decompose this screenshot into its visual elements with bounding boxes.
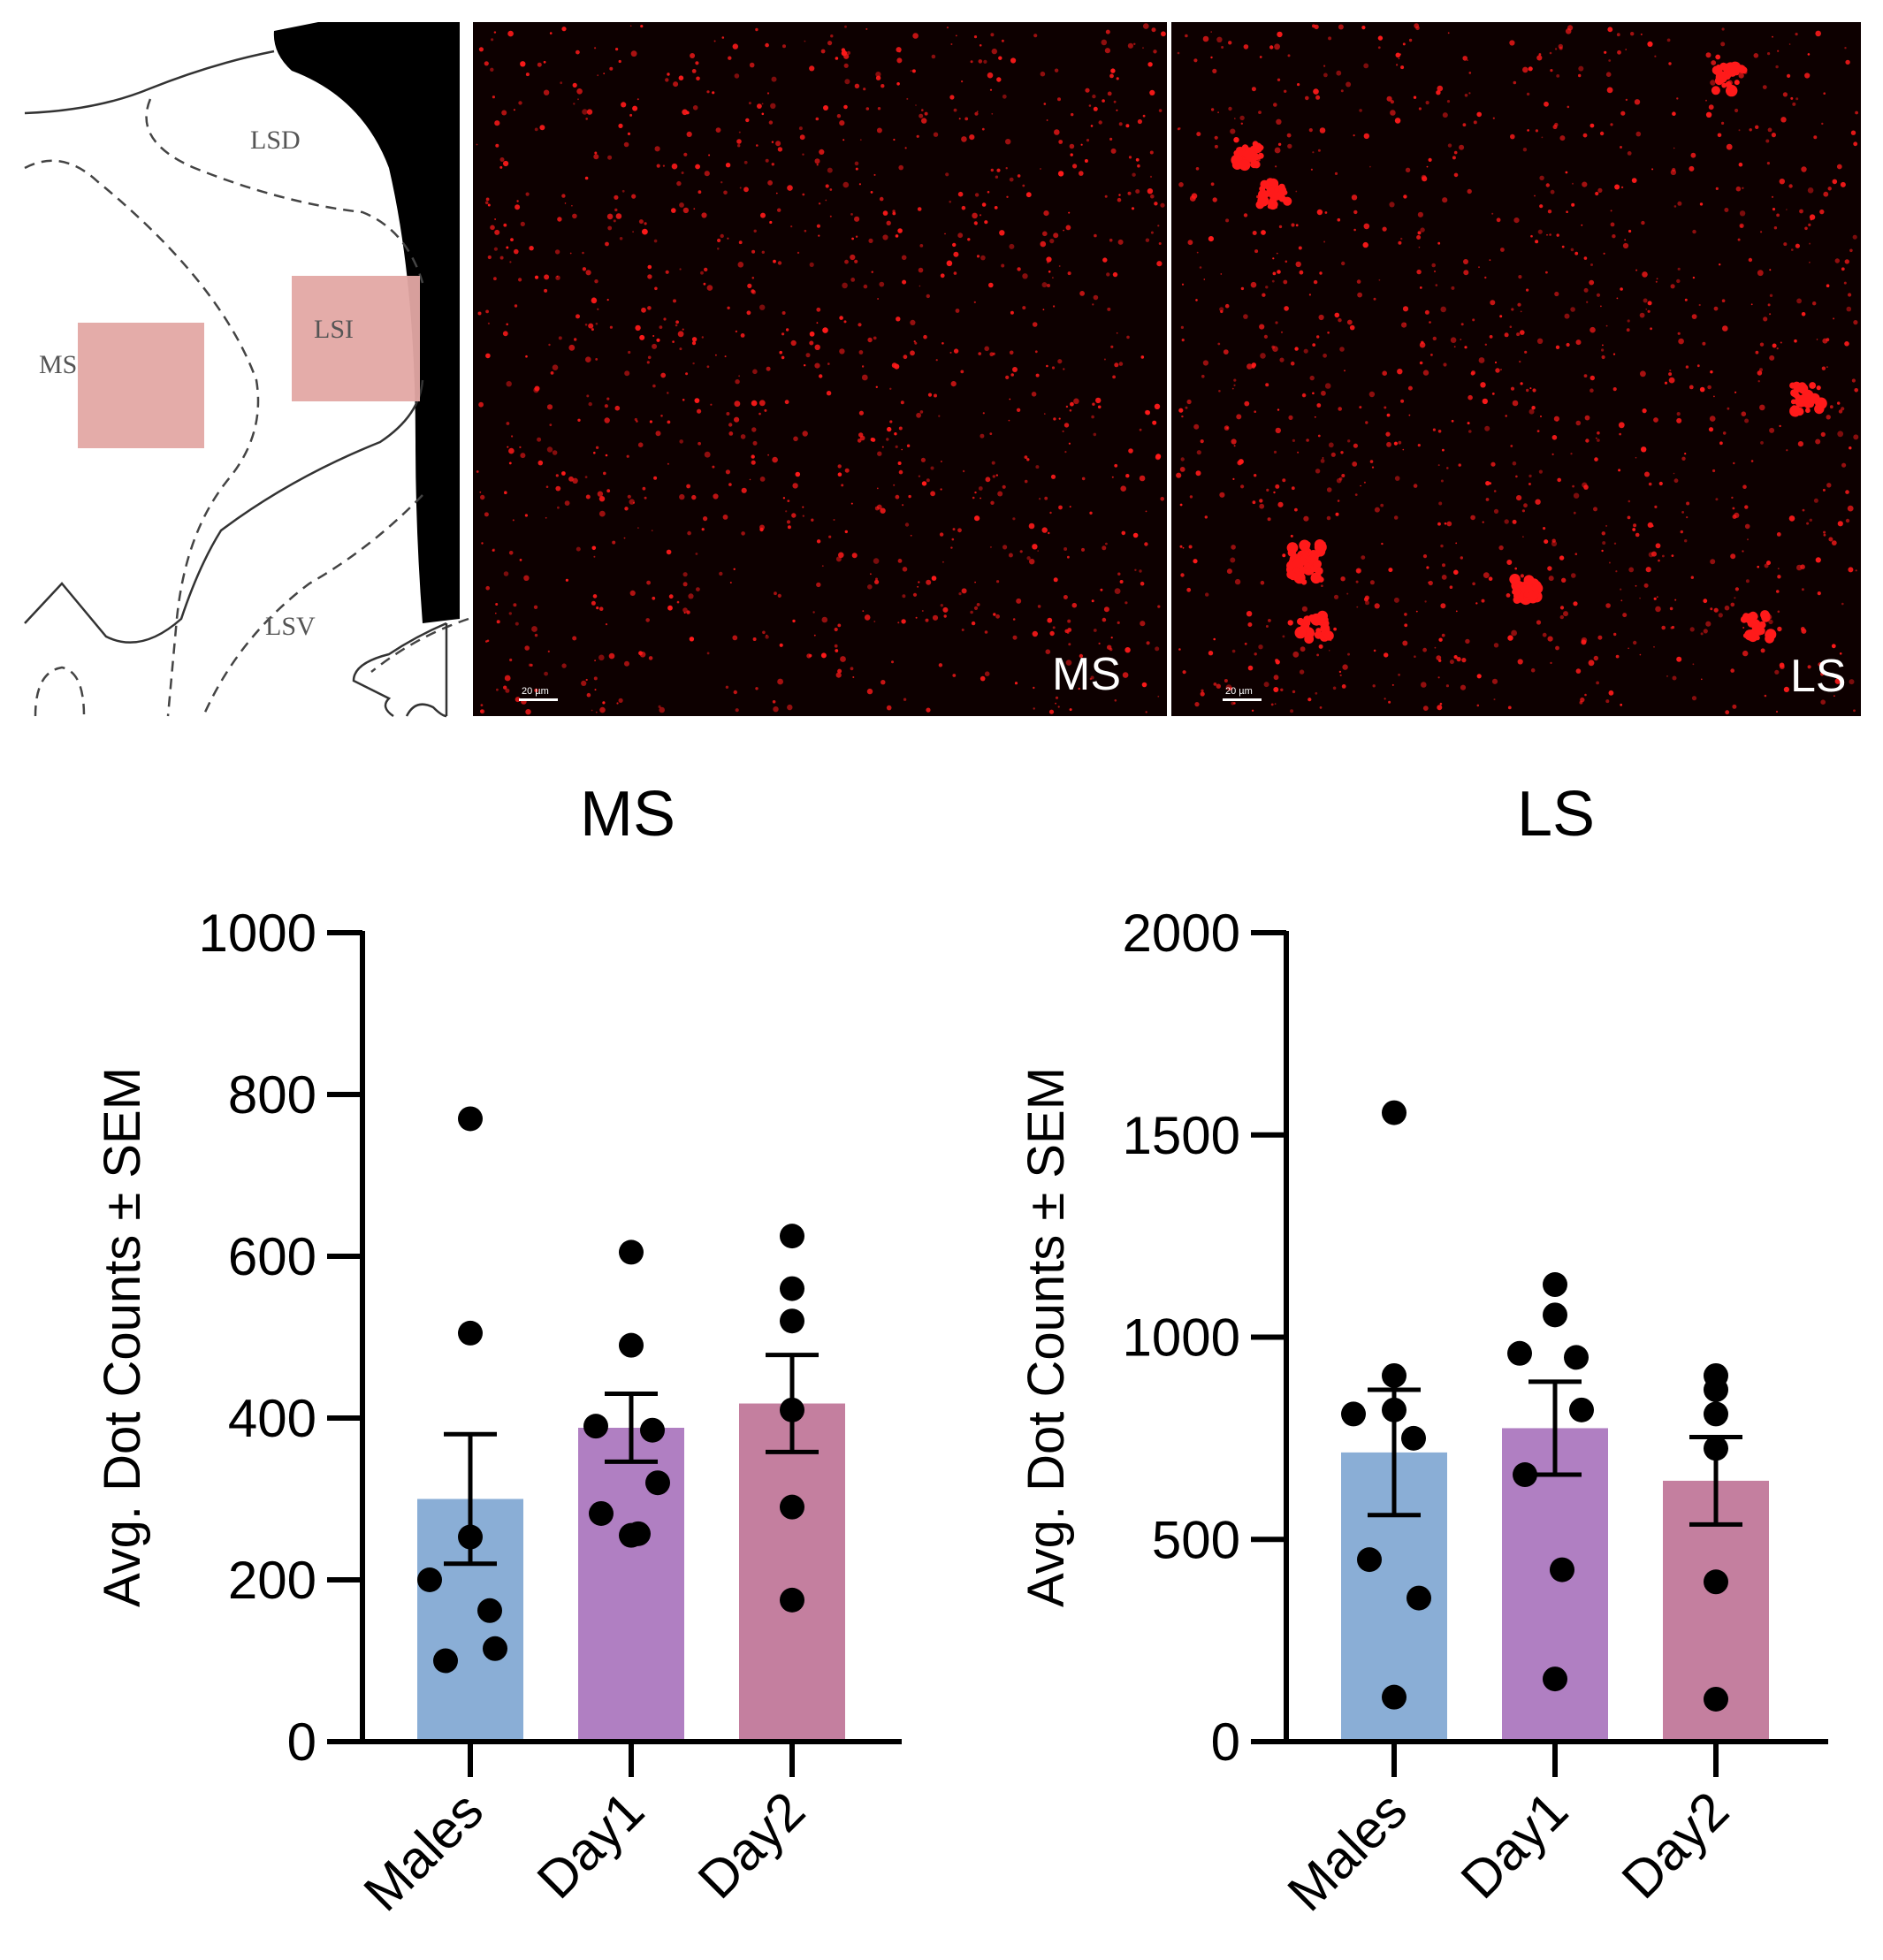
y-axis-label: Avg. Dot Counts ± SEM [1018,1067,1075,1607]
data-point [619,1239,644,1265]
y-tick-label: 2000 [1123,904,1240,963]
chart-title: MS [580,779,675,850]
atlas-label-lsd: LSD [250,126,301,155]
atlas-label-ms: MS [39,350,77,379]
micrograph-ls: 20 µm LS [1171,22,1861,716]
data-point [1543,1272,1567,1298]
outer-contour [24,50,275,115]
error-bar-day1 [1529,1379,1582,1477]
data-point [1382,1362,1407,1388]
ventricle-shape [273,22,460,623]
data-point [619,1332,644,1358]
data-point [1704,1686,1728,1712]
data-point [1513,1462,1537,1488]
lsv-boundary [202,494,423,717]
data-point [780,1224,804,1249]
roi-box-ls [292,276,420,401]
y-tick-label: 0 [287,1712,316,1772]
y-tick-label: 800 [228,1065,316,1125]
micrograph-label-ls: LS [1790,651,1847,702]
y-tick-label: 500 [1152,1510,1240,1569]
error-bar-males [444,1431,497,1567]
x-tick-label-day1: Day1 [526,1781,655,1910]
y-tick-label: 400 [228,1389,316,1448]
roi-box-ms [78,323,204,448]
x-tick-label-males: Males [1277,1781,1419,1923]
scale-bar-label-ls: 20 µm [1225,686,1253,697]
y-tick-label: 1500 [1123,1106,1240,1165]
chart-title: LS [1517,779,1595,850]
data-point [1407,1585,1431,1611]
data-point [1704,1401,1728,1427]
atlas-label-lsv: LSV [265,612,316,641]
error-bar-day2 [1689,1435,1742,1527]
micrograph-ms: 20 µm MS [473,22,1167,716]
error-bar-day2 [766,1353,819,1454]
data-point [1507,1340,1532,1366]
y-tick-label: 1000 [199,904,316,963]
scale-bar-ls [1223,698,1262,701]
lsd-boundary [145,98,424,284]
data-point [1543,1302,1567,1328]
lsv-lower-contour [370,617,469,673]
error-bar-day1 [605,1392,658,1464]
data-point [645,1470,670,1496]
lower-contour [24,379,424,644]
micrograph-ls-puncta [1176,23,1859,715]
data-point [433,1648,458,1674]
y-tick-label: 0 [1211,1712,1240,1772]
brain-atlas-schematic: LSD LSI MS LSV [0,0,469,718]
x-tick-label-males: Males [353,1781,495,1923]
data-point [780,1587,804,1613]
bar-day1 [578,1427,684,1742]
data-point [583,1414,608,1439]
micrograph-ms-background [473,22,1167,716]
data-point [1382,1100,1407,1125]
data-point [1550,1557,1574,1582]
atlas-label-lsi: LSI [314,315,354,344]
y-tick-label: 200 [228,1551,316,1610]
data-point [1341,1401,1366,1427]
ls-ms-boundary [24,159,260,717]
y-axis-label: Avg. Dot Counts ± SEM [94,1067,151,1607]
data-point [1543,1666,1567,1692]
data-point [640,1417,665,1443]
chart-ls: LS Avg. Dot Counts ± SEM 0 500 1000 1500 2000 M… [1018,779,1828,1922]
scale-bar-ms [519,698,558,701]
data-point [1569,1397,1594,1422]
data-point [1704,1569,1728,1595]
data-point [1704,1377,1728,1402]
small-dashed-contour [34,666,86,717]
y-tick-label: 1000 [1123,1308,1240,1368]
data-point [458,1106,483,1132]
data-point [1564,1345,1589,1370]
data-point [780,1308,804,1334]
error-bar-males [1368,1387,1421,1518]
data-point [483,1636,507,1661]
chart-ms: MS Avg. Dot Counts ± SEM 0 200 400 600 800 1000… [94,779,902,1922]
data-point [619,1522,644,1548]
y-tick-label: 600 [228,1227,316,1286]
micrograph-label-ms: MS [1052,649,1121,700]
scale-bar-label-ms: 20 µm [522,686,549,697]
x-tick-label-day2: Day2 [687,1781,816,1910]
data-point [477,1598,502,1623]
x-tick-label-day1: Day1 [1450,1781,1579,1910]
data-point [780,1494,804,1520]
data-point [780,1276,804,1301]
bar-day2 [739,1403,845,1742]
data-point [1382,1684,1407,1710]
wavy-structure [352,622,448,718]
data-point [1401,1425,1426,1451]
micrograph-ms-puncta [476,23,1166,715]
data-point [458,1320,483,1346]
data-point [417,1567,442,1592]
data-point [589,1500,614,1526]
x-tick-label-day2: Day2 [1611,1781,1740,1910]
data-point [1357,1547,1382,1573]
